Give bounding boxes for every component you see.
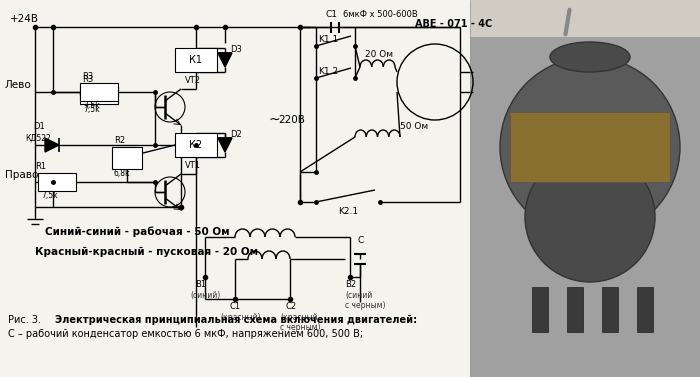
Bar — [510, 112, 670, 182]
Text: C: C — [357, 236, 363, 245]
Text: Синий-синий - рабочая - 50 Ом: Синий-синий - рабочая - 50 Ом — [45, 227, 230, 237]
Circle shape — [525, 152, 655, 282]
Polygon shape — [45, 138, 59, 152]
Text: Право: Право — [5, 170, 38, 180]
Text: K1.1: K1.1 — [318, 35, 338, 44]
Text: КД522: КД522 — [25, 134, 50, 143]
Text: K1.2: K1.2 — [318, 67, 338, 76]
Text: Красный-красный - пусковая - 20 Ом: Красный-красный - пусковая - 20 Ом — [35, 247, 258, 257]
Text: 220В: 220В — [278, 115, 305, 125]
Bar — [602, 287, 618, 332]
Text: B1: B1 — [195, 280, 206, 289]
Text: R3: R3 — [82, 72, 93, 81]
Text: B2: B2 — [345, 280, 356, 289]
Text: 7,5k: 7,5k — [83, 105, 99, 114]
Bar — [80, 86, 118, 104]
Text: К1: К1 — [190, 55, 202, 65]
Bar — [175, 133, 217, 157]
Text: C1: C1 — [230, 302, 241, 311]
Text: Лево: Лево — [5, 80, 32, 90]
Text: 50 Ом: 50 Ом — [400, 122, 428, 131]
Text: R3: R3 — [82, 75, 93, 84]
FancyArrowPatch shape — [566, 10, 570, 34]
Polygon shape — [218, 138, 232, 152]
Bar — [567, 287, 583, 332]
Text: +24В: +24В — [10, 14, 39, 24]
Text: 7,5k: 7,5k — [41, 191, 57, 200]
Bar — [470, 0, 700, 377]
Text: C1: C1 — [325, 10, 337, 19]
Text: (красный: (красный — [280, 313, 318, 322]
Bar — [80, 83, 118, 101]
Text: К2: К2 — [190, 140, 202, 150]
Text: 20 Ом: 20 Ом — [365, 50, 393, 59]
Bar — [38, 173, 76, 191]
Text: ~: ~ — [268, 113, 279, 127]
Text: С – рабочий конденсатор емкостью 6 мкФ, напряжением 600, 500 В;: С – рабочий конденсатор емкостью 6 мкФ, … — [8, 329, 363, 339]
Text: Рис. 3.: Рис. 3. — [8, 315, 44, 325]
Text: C2: C2 — [285, 302, 296, 311]
Text: D1: D1 — [33, 122, 45, 131]
Text: VT2: VT2 — [185, 76, 201, 85]
Text: K2.1: K2.1 — [338, 207, 358, 216]
Text: D2: D2 — [230, 130, 241, 139]
Bar — [175, 48, 217, 72]
Bar — [637, 287, 653, 332]
Text: D3: D3 — [230, 45, 242, 54]
Text: АВЕ - 071 - 4С: АВЕ - 071 - 4С — [415, 19, 492, 29]
Text: Электрическая принципиальная схема включения двигателей:: Электрическая принципиальная схема включ… — [55, 315, 417, 325]
Text: с черным): с черным) — [345, 301, 386, 310]
Text: 6,8k: 6,8k — [114, 169, 130, 178]
Text: VT1: VT1 — [185, 161, 201, 170]
Bar — [470, 0, 700, 377]
Text: R2: R2 — [114, 136, 125, 145]
Bar — [0, 0, 470, 377]
Text: 7,5k: 7,5k — [83, 101, 99, 110]
Circle shape — [500, 57, 680, 237]
Text: (синий: (синий — [345, 291, 372, 300]
Bar — [532, 287, 548, 332]
Bar — [470, 0, 700, 37]
Text: R1: R1 — [35, 162, 46, 171]
Bar — [112, 147, 142, 169]
Text: (синий): (синий) — [190, 291, 220, 300]
Polygon shape — [218, 53, 232, 67]
Text: (красный): (красный) — [220, 313, 260, 322]
Text: 6мкФ x 500-600В: 6мкФ x 500-600В — [343, 10, 418, 19]
Text: с черным): с черным) — [280, 323, 321, 332]
Ellipse shape — [550, 42, 630, 72]
